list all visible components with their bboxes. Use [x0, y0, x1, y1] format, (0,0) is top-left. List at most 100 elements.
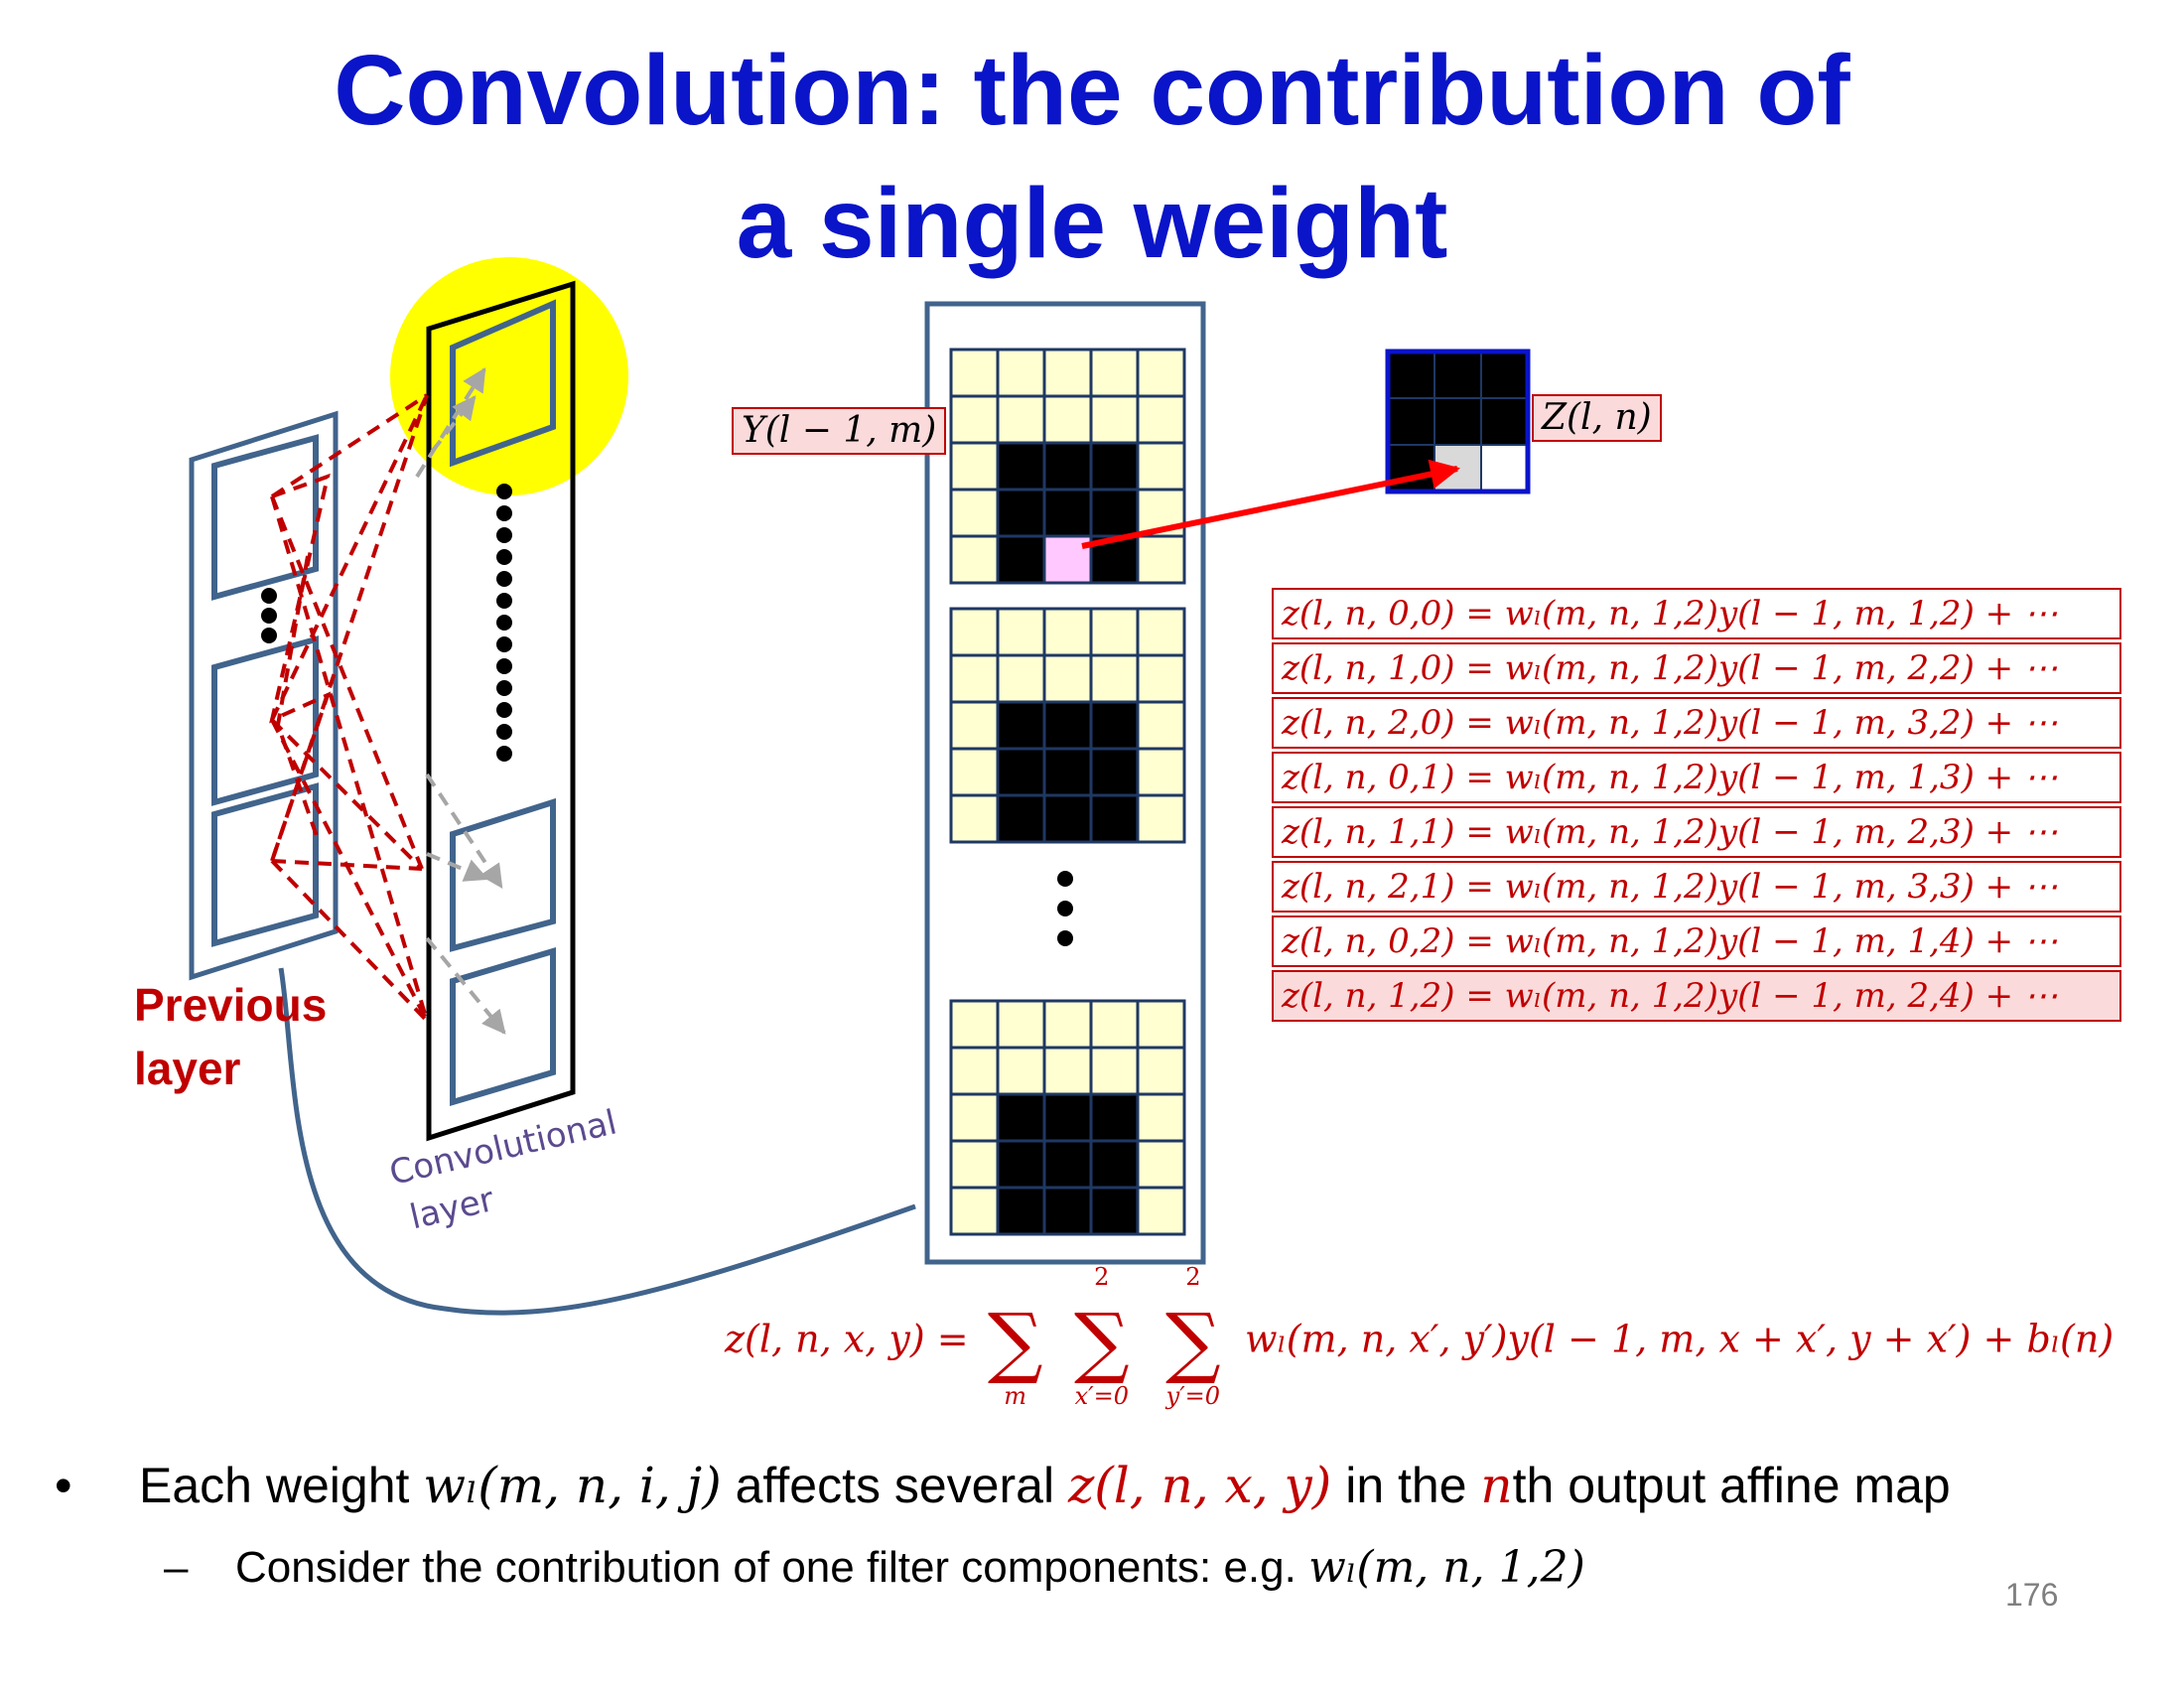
- grid-cell: [1136, 747, 1186, 797]
- output-cell: [1387, 351, 1435, 399]
- grid-cell: [1136, 1186, 1186, 1236]
- grid-cell: [1136, 534, 1186, 585]
- bullet-1-text-b: affects several: [721, 1458, 1068, 1513]
- grid-cell: [949, 999, 1000, 1050]
- grid-cell: [1136, 348, 1186, 398]
- bullet-2: – Consider the contribution of one filter…: [164, 1539, 1585, 1597]
- equation-row: z(l, n, 2,0) = wₗ(m, n, 1,2)y(l − 1, m, …: [1272, 697, 2121, 749]
- grid-cell: [1089, 607, 1140, 657]
- input-map-frame: [924, 301, 1206, 1265]
- sum-over-x-sub: x′=0: [1074, 1382, 1129, 1410]
- grid-cell: [996, 607, 1046, 657]
- grid-cell: [1089, 1092, 1140, 1143]
- grid-cell: [949, 394, 1000, 445]
- bullet-1-text-c: in the: [1331, 1458, 1481, 1513]
- grid-cell: [1089, 441, 1140, 492]
- sum-over-m-sub: m: [1004, 1382, 1027, 1410]
- output-map-z: [1385, 349, 1531, 494]
- grid-cell: [1042, 1139, 1093, 1190]
- curved-connector: [278, 967, 916, 1316]
- grid-cell: [996, 1092, 1046, 1143]
- grid-cell: [996, 394, 1046, 445]
- grid-cell: [949, 747, 1000, 797]
- output-cell: [1387, 397, 1435, 446]
- grid-cell: [1042, 793, 1093, 844]
- output-cell: [1433, 397, 1482, 446]
- grid-cell: [949, 607, 1000, 657]
- grid-cell: [1042, 441, 1093, 492]
- bullet-1-text-a: Each weight: [139, 1458, 424, 1513]
- grid-cell: [949, 1186, 1000, 1236]
- grid-cell: [1089, 1186, 1140, 1236]
- grid-cell: [1136, 1139, 1186, 1190]
- grid-cell: [1089, 1046, 1140, 1096]
- grid-cell: [996, 747, 1046, 797]
- grid-cell: [1136, 441, 1186, 492]
- grid-cell: [996, 1139, 1046, 1190]
- grid-cell: [996, 1046, 1046, 1096]
- page-number: 176: [2005, 1577, 2059, 1613]
- input-grid: [949, 348, 1186, 585]
- grid-cell: [1089, 348, 1140, 398]
- grid-cell: [1136, 793, 1186, 844]
- grid-cell: [996, 1186, 1046, 1236]
- grid-cell: [949, 793, 1000, 844]
- title-line-2: a single weight: [736, 168, 1448, 279]
- sum-over-x: 2 ∑ x′=0: [1062, 1264, 1142, 1409]
- dashed-gray-arrows: [415, 366, 506, 1035]
- grid-cell: [996, 441, 1046, 492]
- grid-cell: [949, 488, 1000, 538]
- bullet-1-z: z(l, n, x, y): [1067, 1457, 1332, 1514]
- convolutional-layer-panel: [426, 280, 576, 1142]
- equation-row-highlighted: z(l, n, 1,2) = wₗ(m, n, 1,2)y(l − 1, m, …: [1272, 970, 2121, 1022]
- grid-cell: [1089, 700, 1140, 751]
- input-map-label: Y(l − 1, m): [732, 407, 947, 455]
- sum-over-x-sup: 2: [1094, 1263, 1110, 1291]
- grid-cell: [1136, 1092, 1186, 1143]
- grid-cell: [996, 348, 1046, 398]
- previous-layer-panel: [189, 410, 339, 981]
- grid-cell: [1042, 348, 1093, 398]
- grid-cell: [1042, 700, 1093, 751]
- equation-row: z(l, n, 1,0) = wₗ(m, n, 1,2)y(l − 1, m, …: [1272, 642, 2121, 694]
- equation-row: z(l, n, 2,1) = wₗ(m, n, 1,2)y(l − 1, m, …: [1272, 861, 2121, 913]
- grid-cell: [996, 488, 1046, 538]
- formula-lhs: z(l, n, x, y) =: [725, 1317, 969, 1361]
- equation-row: z(l, n, 1,1) = wₗ(m, n, 1,2)y(l − 1, m, …: [1272, 806, 2121, 858]
- bullet-1-n: n: [1480, 1457, 1513, 1514]
- slide-title: Convolution: the contribution of a singl…: [0, 24, 2184, 290]
- grid-cell: [949, 1092, 1000, 1143]
- bullet-dash: –: [164, 1543, 189, 1592]
- convolutional-layer-label: Convolutional layer: [386, 1102, 620, 1237]
- previous-layer-label-line2: layer: [134, 1043, 241, 1094]
- bullet-1-weight: wₗ(m, n, i, j): [423, 1457, 722, 1514]
- grid-cell: [1042, 1046, 1093, 1096]
- grid-cell: [1042, 1092, 1093, 1143]
- input-grid: [949, 607, 1186, 844]
- grid-cell: [1042, 999, 1093, 1050]
- grid-cell: [949, 441, 1000, 492]
- output-cell: [1480, 351, 1529, 399]
- grid-cell: [1042, 488, 1093, 538]
- grid-cell: [1089, 747, 1140, 797]
- previous-layer-ellipsis: [261, 588, 277, 643]
- grid-cell: [996, 700, 1046, 751]
- bullet-1-text-d: th output affine map: [1512, 1458, 1951, 1513]
- grid-cell: [996, 534, 1046, 585]
- sum-over-y-sup: 2: [1185, 1263, 1201, 1291]
- convolution-formula: z(l, n, x, y) = ∑ m 2 ∑ x′=0 2 ∑ y′=0 wₗ…: [725, 1264, 2115, 1409]
- bullet-2-weight: wₗ(m, n, 1,2): [1308, 1542, 1585, 1593]
- input-map-ellipsis: [1057, 871, 1073, 946]
- convolutional-layer-label-line2: layer: [406, 1180, 497, 1237]
- grid-cell: [1136, 999, 1186, 1050]
- grid-cell: [1136, 394, 1186, 445]
- grid-cell: [949, 700, 1000, 751]
- input-grid: [949, 999, 1186, 1236]
- output-cell: [1480, 444, 1529, 492]
- sum-over-y: 2 ∑ y′=0: [1154, 1264, 1233, 1409]
- grid-cell: [949, 653, 1000, 704]
- output-map-border: [1385, 349, 1531, 494]
- equation-row: z(l, n, 0,2) = wₗ(m, n, 1,2)y(l − 1, m, …: [1272, 915, 2121, 967]
- formula-rhs: wₗ(m, n, x′, y′)y(l − 1, m, x + x′, y + …: [1244, 1317, 2115, 1361]
